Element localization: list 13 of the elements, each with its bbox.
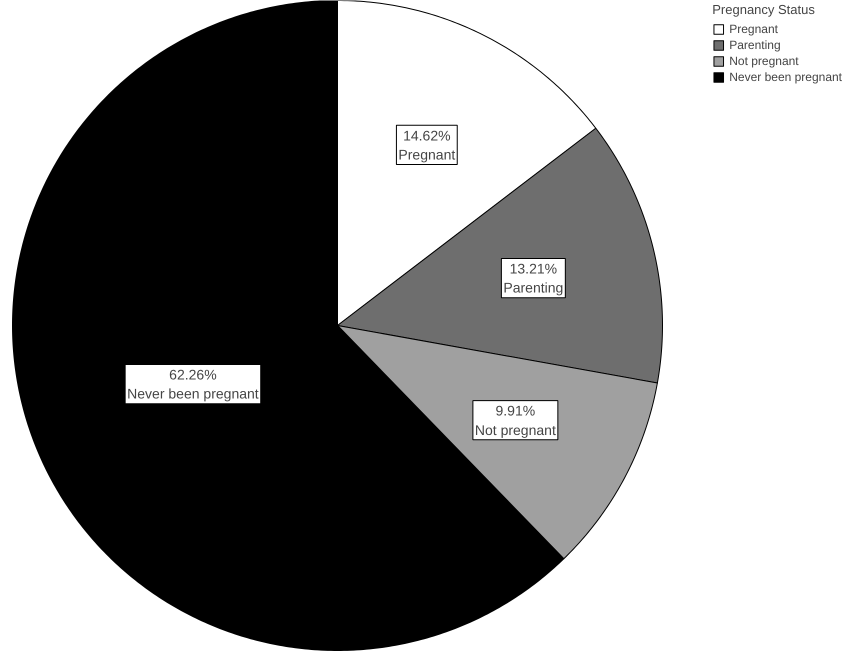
legend-label: Parenting bbox=[729, 38, 781, 52]
slice-label: Not pregnant bbox=[474, 422, 556, 438]
slice-label: Pregnant bbox=[398, 146, 456, 162]
legend-label: Not pregnant bbox=[729, 54, 799, 68]
data-label: 14.62% bbox=[403, 127, 451, 144]
legend-title: Pregnancy Status bbox=[712, 2, 816, 17]
data-label: 62.26% bbox=[169, 366, 217, 383]
legend-label: Pregnant bbox=[729, 22, 778, 36]
slice-label: Parenting bbox=[503, 280, 564, 296]
data-label: 9.91% bbox=[496, 402, 536, 419]
slice-label: Never been pregnant bbox=[127, 386, 259, 402]
legend-label: Never been pregnant bbox=[729, 70, 842, 84]
data-label: 13.21% bbox=[510, 260, 558, 277]
